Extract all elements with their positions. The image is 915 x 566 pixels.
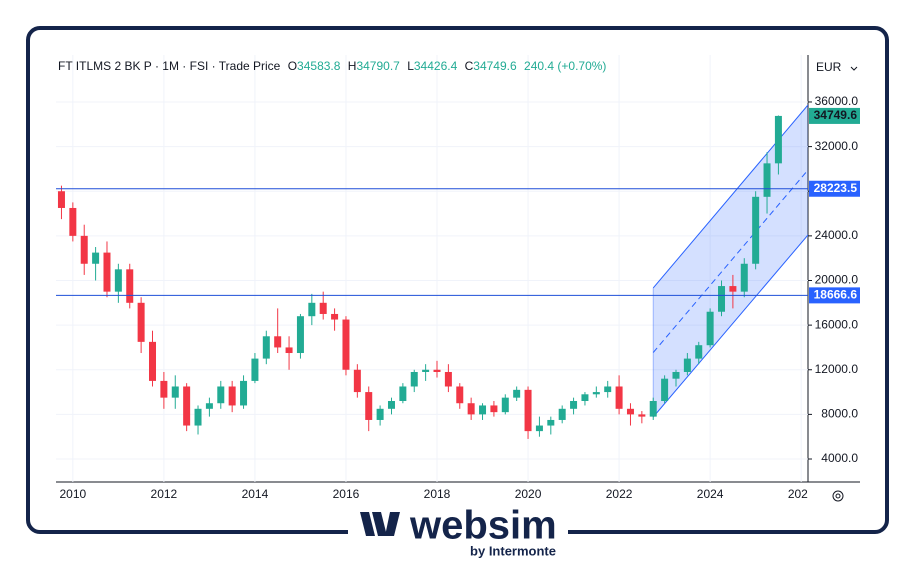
level-tag: [809, 180, 860, 197]
candle-body: [718, 286, 726, 312]
channel-upper: [652, 104, 808, 289]
candle-body: [331, 313, 339, 320]
candle-body: [547, 419, 555, 426]
candle-body: [353, 369, 361, 393]
level-tag: [809, 287, 860, 304]
candle-body: [342, 319, 350, 370]
logo-tagline: by Intermonte: [470, 543, 556, 558]
candle-body: [114, 269, 122, 292]
last-price-tag: [809, 107, 860, 124]
candle-body: [274, 336, 282, 348]
candle-body: [251, 358, 259, 381]
candle-body: [240, 380, 248, 406]
y-tick-label: 32000.0: [815, 139, 859, 153]
candle-body: [103, 252, 111, 292]
candle-body: [581, 394, 589, 401]
candle-body: [194, 408, 202, 426]
candle-body: [683, 358, 691, 372]
candle-body: [752, 196, 760, 264]
candle-body: [604, 386, 612, 393]
y-tick-label: 24000.0: [815, 228, 859, 242]
y-tick-label: 12000.0: [815, 362, 859, 376]
candle-body: [774, 115, 782, 164]
candle-body: [422, 369, 430, 372]
candle-body: [501, 397, 509, 413]
candle-body: [479, 405, 487, 415]
candle-body: [262, 336, 270, 359]
candle-body: [706, 311, 714, 346]
candle-body: [456, 386, 464, 404]
currency[interactable]: EUR: [816, 60, 842, 74]
x-tick-label: 2022: [606, 487, 633, 501]
candle-body: [285, 347, 293, 354]
candle-body: [387, 400, 395, 409]
candle-body: [467, 403, 475, 415]
logo-icon: [360, 512, 400, 536]
candle-body: [365, 392, 373, 420]
candle-body: [661, 378, 669, 401]
candle-body: [524, 389, 532, 432]
candle-body: [205, 403, 213, 409]
candle-body: [490, 405, 498, 413]
candle-body: [740, 263, 748, 292]
candle-body: [513, 389, 521, 398]
candle-body: [160, 380, 168, 398]
last-price-label: 34749.6: [814, 108, 858, 122]
candle-body: [228, 386, 236, 406]
candle-body: [92, 252, 100, 264]
candle-body: [615, 386, 623, 409]
x-tick-label: 2020: [515, 487, 542, 501]
candle-body: [183, 386, 191, 426]
candle-body: [410, 371, 418, 387]
candle-body: [296, 316, 304, 354]
candle-body: [57, 191, 65, 208]
y-tick-label: 16000.0: [815, 317, 859, 331]
x-tick-label: 2010: [59, 487, 86, 501]
level-label: 18666.6: [814, 288, 858, 302]
candle-body: [80, 235, 88, 264]
candle-body: [399, 386, 407, 401]
candle-body: [558, 408, 566, 420]
candle-body: [535, 425, 543, 432]
channel-lower: [652, 234, 808, 418]
candle-body: [126, 269, 134, 303]
x-tick-label: 2016: [333, 487, 360, 501]
candle-body: [433, 369, 441, 372]
x-tick-label: 2012: [151, 487, 178, 501]
x-tick-label: 2018: [424, 487, 451, 501]
candle-body: [444, 371, 452, 387]
candle-body: [672, 371, 680, 379]
candle-body: [137, 302, 145, 342]
x-tick-label: 2024: [697, 487, 724, 501]
candle-body: [695, 345, 703, 359]
candle-body: [626, 408, 634, 415]
candle-body: [649, 400, 657, 417]
logo-name: websim: [409, 504, 557, 548]
candle-body: [171, 386, 179, 398]
candle-body: [729, 286, 737, 292]
dropdown-icon[interactable]: [850, 66, 858, 71]
level-label: 28223.5: [814, 181, 858, 195]
candle-body: [308, 302, 316, 317]
candle-body: [319, 302, 327, 314]
candle-body: [149, 341, 157, 381]
candle-body: [638, 414, 646, 417]
candle-body: [376, 408, 384, 420]
y-tick-label: 4000.0: [821, 451, 858, 465]
y-tick-label: 8000.0: [821, 407, 858, 421]
candle-body: [763, 163, 771, 197]
candle-body: [217, 386, 225, 404]
candle-body: [592, 392, 600, 395]
settings-icon[interactable]: [832, 490, 844, 502]
x-tick-label: 2014: [242, 487, 269, 501]
y-tick-label: 20000.0: [815, 273, 859, 287]
x-tick-label: 2026: [788, 487, 815, 501]
candle-body: [570, 400, 578, 409]
legend: FT ITLMS 2 BK P · 1M · FSI · Trade Price…: [58, 59, 606, 73]
candle-body: [69, 207, 77, 236]
y-tick-label: 36000.0: [815, 94, 859, 108]
